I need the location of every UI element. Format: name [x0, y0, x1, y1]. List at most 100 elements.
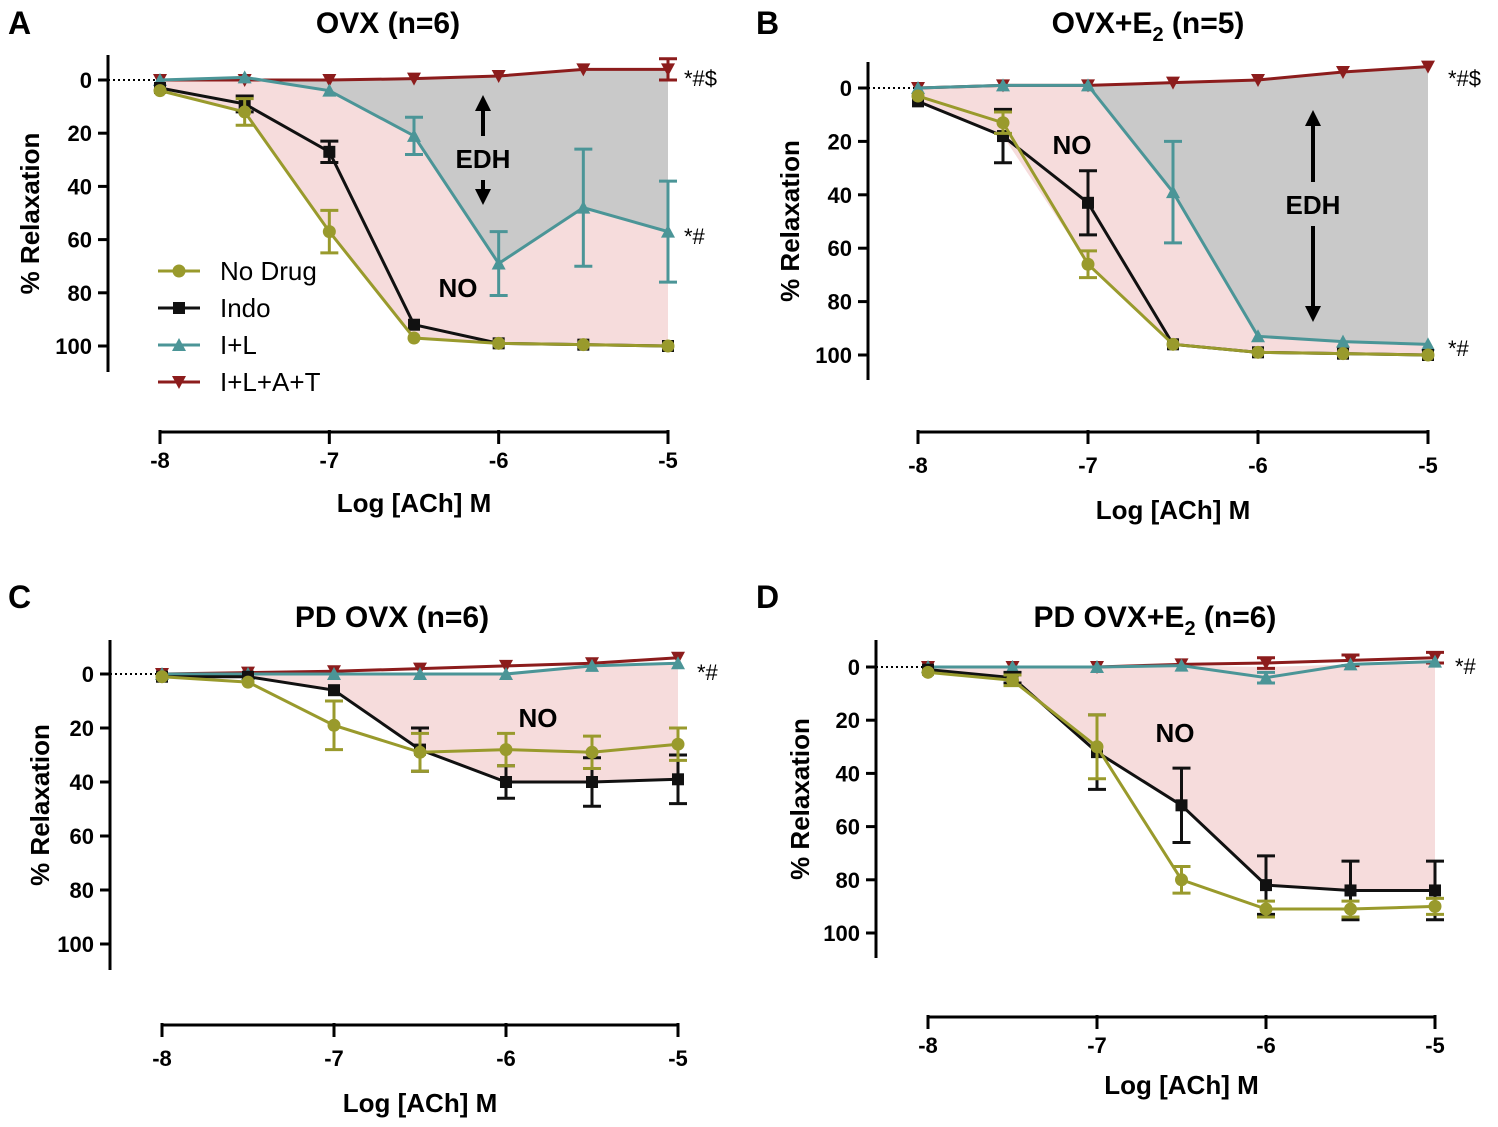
panel-letter: B — [756, 5, 779, 41]
marker-triangle-down — [491, 70, 506, 84]
marker-triangle-up — [661, 224, 675, 238]
panel-title: PD OVX (n=6) — [295, 601, 489, 634]
y-tick-label: 80 — [70, 878, 94, 903]
marker-circle — [921, 665, 935, 679]
y-tick-label: 100 — [823, 921, 860, 946]
x-tick-label: -6 — [1248, 453, 1268, 478]
marker-triangle-up — [671, 656, 685, 670]
marker-square — [328, 684, 340, 697]
marker-triangle-up — [1421, 337, 1435, 351]
x-axis-label: Log [ACh] M — [337, 488, 492, 518]
x-tick-label: -8 — [150, 448, 170, 473]
marker-triangle-up — [1174, 658, 1189, 672]
y-tick-label: 0 — [840, 76, 852, 101]
x-axis-label: Log [ACh] M — [1104, 1070, 1259, 1100]
title-main: PD OVX+E — [1034, 601, 1185, 634]
title-main: OVX (n=6) — [316, 7, 460, 40]
x-tick-label: -8 — [918, 1033, 938, 1058]
marker-circle — [1259, 902, 1273, 916]
marker-circle — [1006, 673, 1019, 687]
arrow-down-icon — [1305, 306, 1321, 322]
marker-square — [323, 145, 336, 158]
marker-circle — [172, 264, 186, 278]
y-axis-label: % Relaxation — [15, 133, 45, 295]
marker-triangle-up — [1005, 660, 1020, 673]
marker-triangle-down — [576, 63, 591, 77]
title-subscript: 2 — [1152, 24, 1163, 46]
marker-square — [1175, 799, 1188, 812]
edh-region-label: EDH — [1286, 190, 1341, 220]
marker-circle — [996, 116, 1010, 130]
marker-circle — [322, 225, 336, 239]
marker-triangle-up — [499, 667, 513, 680]
y-tick-label: 20 — [836, 708, 860, 733]
significance-label: *# — [697, 660, 719, 685]
edh-region — [918, 66, 1428, 345]
marker-triangle-up — [576, 200, 591, 214]
legend-entry: I+L+A+T — [220, 367, 321, 397]
x-tick-label: -5 — [658, 448, 678, 473]
series-no-drug — [153, 84, 675, 353]
marker-circle — [492, 336, 506, 350]
marker-triangle-up — [1343, 657, 1358, 671]
panel-b: 0 20 40 60 80 100 -8 -7 -6 -5 Log [ACh] M % Relaxat… — [756, 5, 1481, 525]
marker-circle — [499, 743, 513, 757]
panel-d: 0 20 40 60 80 100 -8 -7 -6 -5 Log [ACh] M % Relaxat… — [756, 579, 1477, 1100]
series-no-drug — [921, 665, 1444, 919]
y-tick-label: 0 — [848, 655, 860, 680]
legend-entry: No Drug — [220, 256, 317, 286]
marker-triangle-down — [1421, 60, 1435, 74]
y-tick-label: 100 — [815, 343, 852, 368]
panel-letter: A — [8, 5, 31, 41]
x-tick-label: -7 — [1087, 1033, 1107, 1058]
y-tick-label: 80 — [68, 281, 92, 306]
x-axis-label: Log [ACh] M — [1096, 495, 1251, 525]
marker-triangle-down — [322, 74, 337, 87]
marker-circle — [1166, 337, 1180, 351]
marker-circle — [238, 105, 252, 119]
marker-square — [672, 773, 684, 786]
marker-triangle-down — [661, 63, 675, 77]
marker-triangle-up — [1166, 185, 1180, 199]
arrow-up-icon — [475, 95, 491, 111]
marker-circle — [911, 89, 925, 103]
no-region-label: NO — [1053, 130, 1092, 160]
marker-triangle-up — [1428, 654, 1442, 668]
marker-triangle-up — [996, 78, 1010, 92]
panel-title: PD OVX+E2 (n=6) — [1034, 601, 1277, 640]
y-tick-label: 40 — [68, 174, 92, 199]
significance-label: *# — [1448, 336, 1470, 361]
y-tick-label: 60 — [70, 824, 94, 849]
no-region — [160, 77, 668, 346]
marker-triangle-up — [585, 658, 599, 672]
marker-circle — [413, 745, 427, 759]
y-tick-label: 80 — [828, 290, 852, 315]
x-tick-label: -5 — [1418, 453, 1438, 478]
y-tick-label: 80 — [836, 868, 860, 893]
x-tick-label: -8 — [152, 1046, 172, 1071]
no-region-label: NO — [439, 273, 478, 303]
y-tick-label: 20 — [68, 121, 92, 146]
significance-label: *# — [1455, 654, 1477, 679]
significance-label: *#$ — [684, 66, 717, 91]
no-region-label: NO — [519, 703, 558, 733]
marker-circle — [1090, 740, 1104, 754]
marker-square — [1260, 879, 1272, 892]
marker-triangle-up — [1336, 334, 1350, 348]
marker-triangle-down — [1251, 73, 1265, 87]
marker-triangle-up — [1090, 660, 1104, 673]
marker-square — [408, 318, 420, 331]
x-tick-label: -5 — [668, 1046, 688, 1071]
x-tick-label: -7 — [324, 1046, 344, 1071]
y-tick-label: 40 — [70, 770, 94, 795]
marker-circle — [671, 737, 685, 751]
marker-circle — [661, 339, 675, 353]
y-tick-label: 20 — [828, 129, 852, 154]
marker-circle — [576, 338, 590, 352]
title-main: OVX+E — [1052, 7, 1153, 40]
significance-label: *#$ — [1448, 66, 1481, 91]
marker-triangle-down — [1166, 76, 1180, 90]
marker-circle — [1421, 348, 1435, 362]
marker-triangle-down — [172, 376, 186, 389]
title-subscript: 2 — [1184, 618, 1195, 640]
